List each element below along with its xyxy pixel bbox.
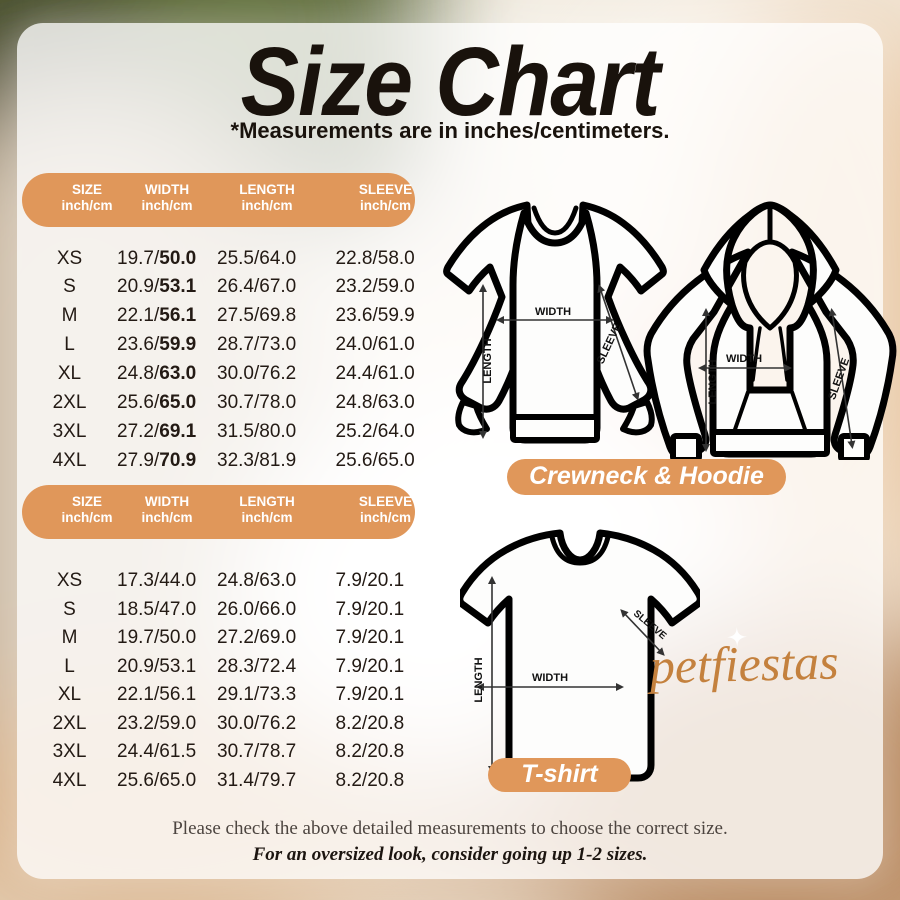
- svg-text:WIDTH: WIDTH: [726, 353, 762, 365]
- svg-text:LENGTH: LENGTH: [707, 359, 719, 404]
- svg-text:WIDTH: WIDTH: [535, 306, 571, 318]
- svg-text:LENGTH: LENGTH: [473, 657, 485, 702]
- svg-text:LENGTH: LENGTH: [482, 338, 494, 383]
- svg-text:WIDTH: WIDTH: [532, 672, 568, 684]
